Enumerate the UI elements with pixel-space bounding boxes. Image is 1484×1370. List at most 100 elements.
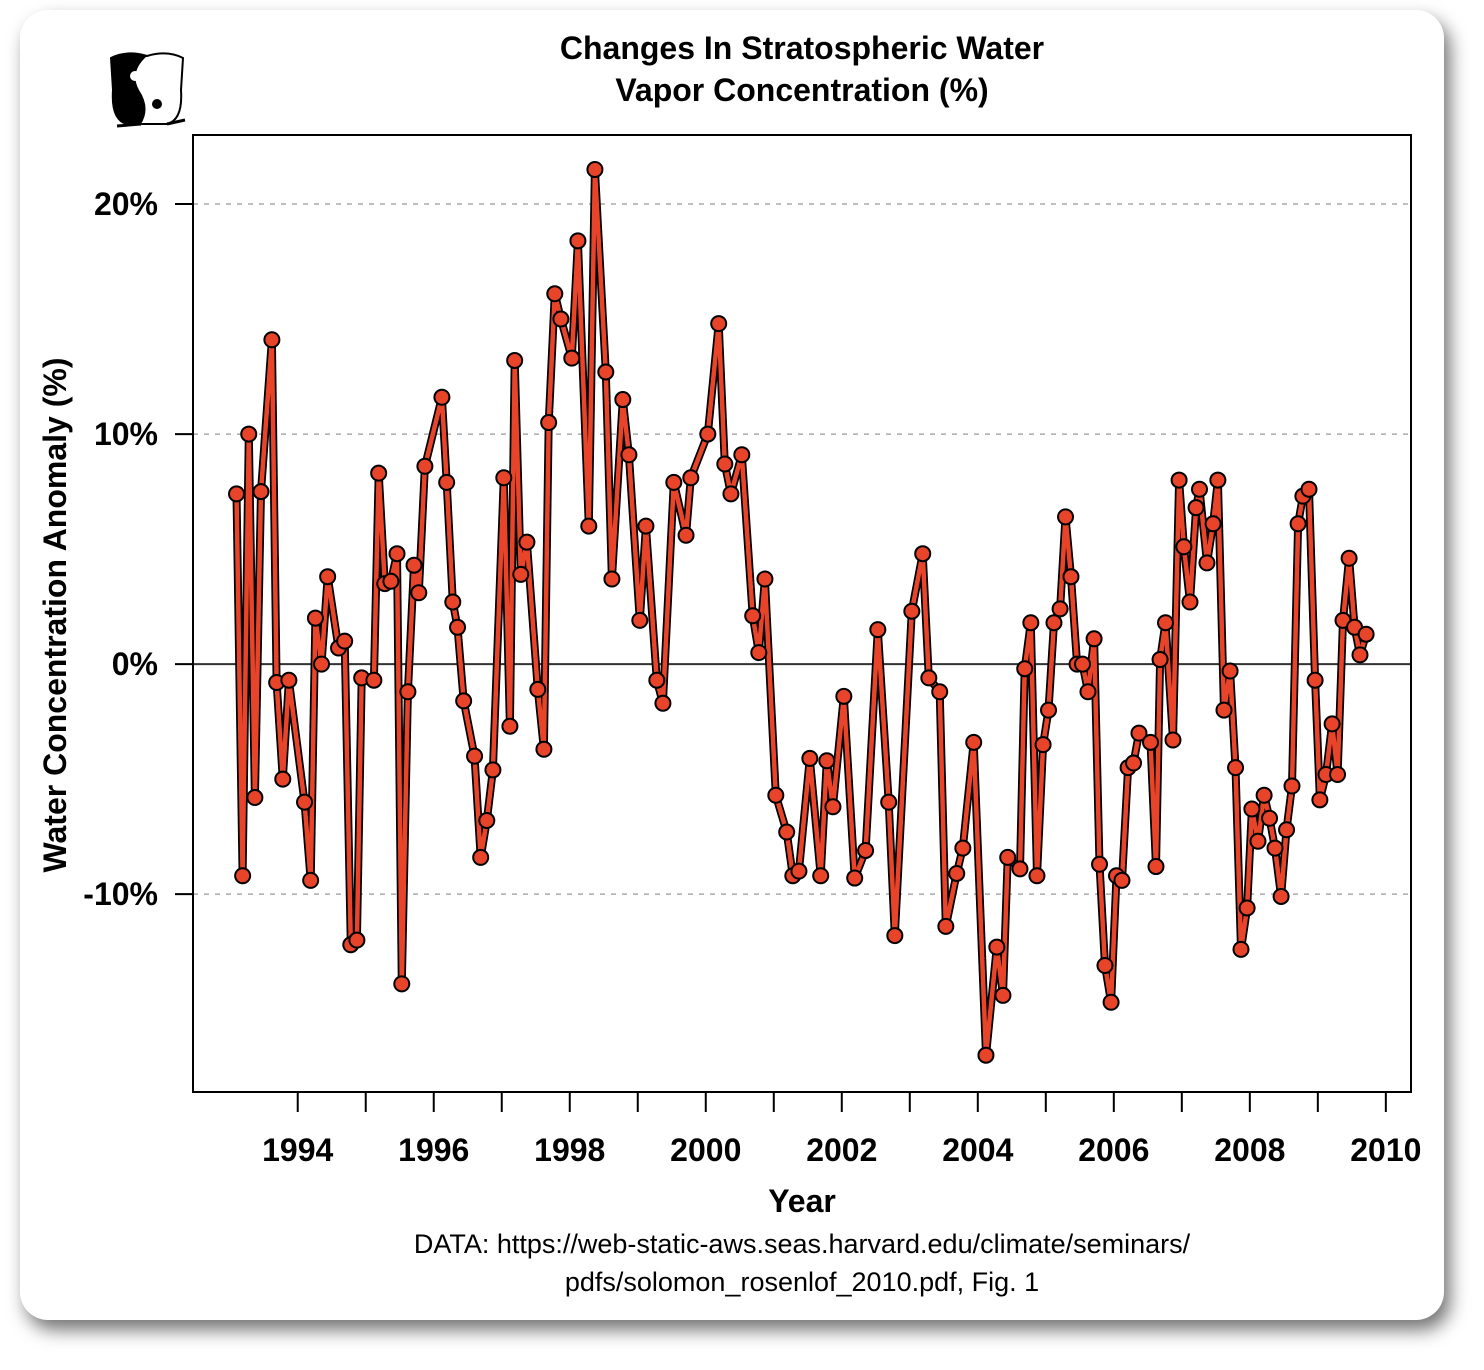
data-point: [1125, 754, 1143, 772]
data-point: [552, 310, 570, 328]
data-point: [1221, 662, 1239, 680]
data-point: [382, 572, 400, 590]
x-tick-label: 2002: [806, 1132, 877, 1168]
data-point: [506, 351, 524, 369]
data-point: [302, 871, 320, 889]
x-axis: 1994 1996 1998 2000 2002 2004 2006 2008 2010: [262, 1092, 1421, 1168]
data-point: [455, 692, 473, 710]
data-point: [1351, 646, 1369, 664]
data-point: [637, 517, 655, 535]
data-point: [1232, 940, 1250, 958]
data-point: [1238, 899, 1256, 917]
x-tick-label: 1994: [262, 1132, 333, 1168]
data-point: [1022, 614, 1040, 632]
data-point: [818, 752, 836, 770]
data-point: [824, 798, 842, 816]
y-axis: 20% 10% 0% -10%: [83, 186, 193, 912]
data-point: [365, 671, 383, 689]
x-tick-label: 2008: [1214, 1132, 1285, 1168]
x-tick-label: 2000: [670, 1132, 741, 1168]
data-point: [472, 848, 490, 866]
data-point: [484, 761, 502, 779]
data-point: [886, 927, 904, 945]
data-point: [648, 671, 666, 689]
data-point: [1051, 600, 1069, 618]
data-point: [580, 517, 598, 535]
data-point: [631, 611, 649, 629]
data-point: [965, 733, 983, 751]
data-point: [801, 749, 819, 767]
data-point: [1175, 538, 1193, 556]
data-point: [1011, 860, 1029, 878]
data-point: [535, 740, 553, 758]
data-point: [405, 556, 423, 574]
data-point: [620, 446, 638, 464]
data-point: [716, 455, 734, 473]
footer-source-line-2: pdfs/solomon_rosenlof_2010.pdf, Fig. 1: [565, 1267, 1039, 1297]
chart-title-line-2: Vapor Concentration (%): [615, 72, 988, 108]
chart-title-line-1: Changes In Stratospheric Water: [560, 30, 1044, 66]
data-point: [1255, 786, 1273, 804]
data-point: [988, 938, 1006, 956]
data-point: [1040, 701, 1058, 719]
y-tick-label: 20%: [94, 186, 158, 222]
data-point: [540, 414, 558, 432]
data-point: [1113, 871, 1131, 889]
y-tick-label: -10%: [83, 876, 158, 912]
data-point: [1102, 993, 1120, 1011]
data-point: [388, 545, 406, 563]
x-tick-label: 1998: [534, 1132, 605, 1168]
data-point: [1074, 655, 1092, 673]
y-axis-label: Water Concentration Anomaly (%): [37, 358, 73, 873]
data-point: [234, 867, 252, 885]
data-point: [1209, 471, 1227, 489]
data-point: [750, 644, 768, 662]
data-point: [1062, 568, 1080, 586]
data-point: [994, 986, 1012, 1004]
data-point: [597, 363, 615, 381]
series-line-outline: [232, 165, 1370, 1060]
x-tick-label: 1996: [398, 1132, 469, 1168]
plot-frame: [192, 134, 1412, 1093]
data-point: [1357, 625, 1375, 643]
data-point: [1272, 887, 1290, 905]
data-point: [1181, 593, 1199, 611]
data-point: [228, 485, 246, 503]
data-point: [433, 388, 451, 406]
data-point: [1091, 855, 1109, 873]
data-point: [869, 621, 887, 639]
data-point: [767, 786, 785, 804]
data-point: [336, 632, 354, 650]
data-point: [512, 565, 530, 583]
y-tick-label: 10%: [94, 416, 158, 452]
data-point: [1340, 549, 1358, 567]
data-series: [228, 161, 1375, 1064]
data-point: [410, 584, 428, 602]
data-point: [1156, 614, 1174, 632]
data-point: [778, 823, 796, 841]
data-point: [1204, 515, 1222, 533]
data-point: [710, 315, 728, 333]
data-point: [931, 683, 949, 701]
data-point: [1034, 736, 1052, 754]
data-point: [246, 789, 264, 807]
data-point: [529, 680, 547, 698]
data-point: [1261, 809, 1279, 827]
data-point: [348, 931, 366, 949]
data-point: [880, 793, 898, 811]
data-point: [954, 839, 972, 857]
data-point: [1147, 858, 1165, 876]
data-point: [1266, 839, 1284, 857]
data-point: [1306, 671, 1324, 689]
data-point: [654, 694, 672, 712]
data-point: [1249, 832, 1267, 850]
data-point: [1300, 480, 1318, 498]
data-point: [1283, 777, 1301, 795]
x-axis-label: Year: [768, 1183, 836, 1219]
data-point: [370, 464, 388, 482]
data-point: [920, 669, 938, 687]
data-point: [586, 161, 604, 179]
data-point: [240, 425, 258, 443]
data-point: [1028, 867, 1046, 885]
data-point: [1243, 800, 1261, 818]
